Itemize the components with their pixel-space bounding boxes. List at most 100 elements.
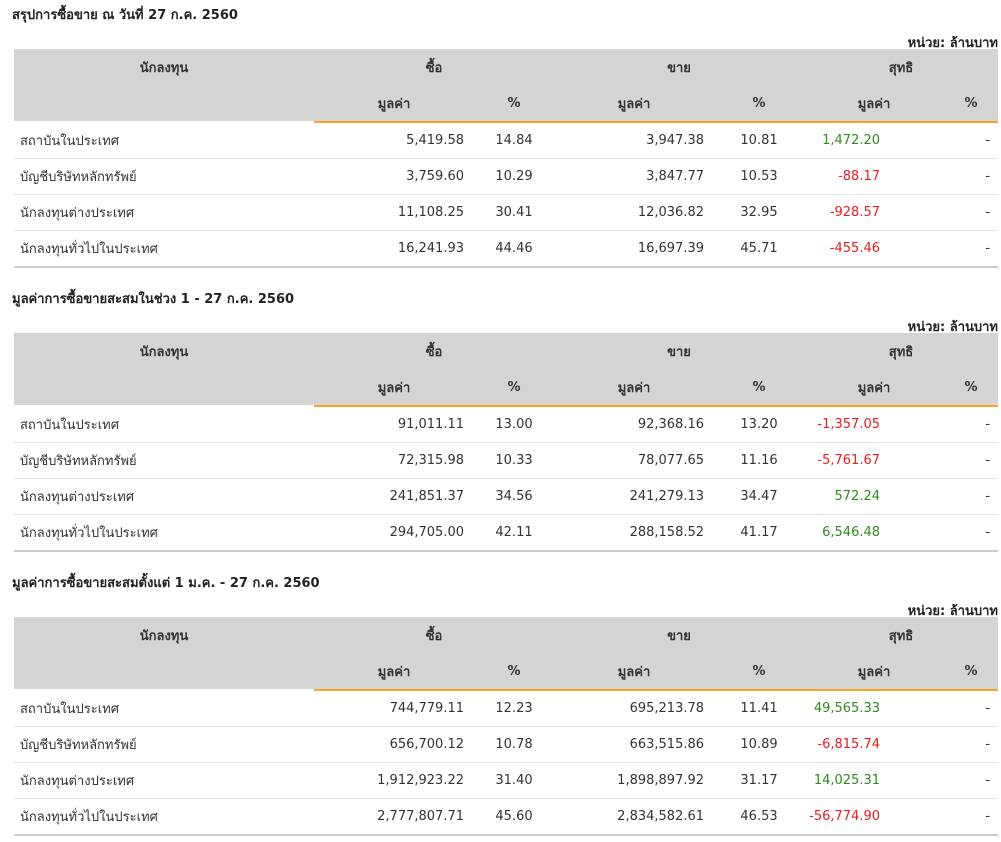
sell-pct: 32.95 [714, 194, 805, 231]
header-buy-pct: % [474, 85, 555, 123]
investor-name: นักลงทุนทั่วไปในประเทศ [14, 230, 314, 268]
net-value: 6,546.48 [804, 514, 945, 552]
table-row: สถาบันในประเทศ 91,011.11 13.00 92,368.16 13.… [14, 406, 999, 443]
header-blank [14, 85, 314, 123]
unit-label: หน่วย: ล้านบาท [907, 320, 998, 335]
header-net-value: มูลค่า [804, 85, 945, 123]
sell-pct: 10.53 [714, 158, 805, 195]
sell-value: 12,036.82 [554, 194, 715, 231]
header-sell: ขาย [554, 617, 805, 653]
sell-value: 3,947.38 [554, 122, 715, 159]
investor-name: บัญชีบริษัทหลักทรัพย์ [14, 158, 314, 195]
net-value: 49,565.33 [804, 690, 945, 727]
investor-name: นักลงทุนต่างประเทศ [14, 478, 314, 515]
buy-pct: 30.41 [474, 194, 555, 231]
sell-value: 695,213.78 [554, 690, 715, 727]
sell-pct: 10.81 [714, 122, 805, 159]
header-sell-value: มูลค่า [554, 653, 715, 691]
sell-value: 78,077.65 [554, 442, 715, 479]
net-value: -6,815.74 [804, 726, 945, 763]
header-sell-pct: % [714, 653, 805, 691]
section-3: มูลค่าการซื้อขายสะสมตั้งแต่ 1 ม.ค. - 27 … [12, 572, 999, 842]
buy-value: 3,759.60 [314, 158, 474, 195]
net-pct: - [944, 406, 999, 443]
sell-value: 2,834,582.61 [554, 798, 715, 836]
net-pct: - [944, 442, 999, 479]
section-title: มูลค่าการซื้อขายสะสมในช่วง 1 - 27 ก.ค. 2… [12, 292, 295, 307]
header-investor: นักลงทุน [14, 49, 314, 85]
buy-value: 16,241.93 [314, 230, 474, 268]
header-net-pct: % [944, 653, 999, 691]
net-pct: - [944, 122, 999, 159]
table-row: นักลงทุนต่างประเทศ 241,851.37 34.56 241,279… [14, 478, 999, 515]
investor-name: นักลงทุนทั่วไปในประเทศ [14, 798, 314, 836]
header-investor: นักลงทุน [14, 617, 314, 653]
sell-value: 1,898,897.92 [554, 762, 715, 799]
header-buy: ซื้อ [314, 333, 555, 369]
section-2: มูลค่าการซื้อขายสะสมในช่วง 1 - 27 ก.ค. 2… [12, 288, 999, 558]
header-net-pct: % [944, 369, 999, 407]
investor-name: นักลงทุนต่างประเทศ [14, 762, 314, 799]
net-value: 1,472.20 [804, 122, 945, 159]
header-net-value: มูลค่า [804, 369, 945, 407]
net-value: 572.24 [804, 478, 945, 515]
header-net-value: มูลค่า [804, 653, 945, 691]
sell-value: 16,697.39 [554, 230, 715, 268]
header-net: สุทธิ [804, 617, 999, 653]
buy-value: 5,419.58 [314, 122, 474, 159]
table-row: นักลงทุนทั่วไปในประเทศ 16,241.93 44.46 16,6… [14, 230, 999, 268]
unit-label: หน่วย: ล้านบาท [907, 604, 998, 619]
buy-value: 1,912,923.22 [314, 762, 474, 799]
net-pct: - [944, 762, 999, 799]
header-buy-value: มูลค่า [314, 369, 474, 407]
header-sell-value: มูลค่า [554, 369, 715, 407]
sell-pct: 11.41 [714, 690, 805, 727]
investor-name: นักลงทุนทั่วไปในประเทศ [14, 514, 314, 552]
buy-value: 72,315.98 [314, 442, 474, 479]
buy-pct: 10.29 [474, 158, 555, 195]
table-row: บัญชีบริษัทหลักทรัพย์ 656,700.12 10.78 663,… [14, 726, 999, 763]
net-pct: - [944, 690, 999, 727]
buy-pct: 45.60 [474, 798, 555, 836]
investor-name: บัญชีบริษัทหลักทรัพย์ [14, 442, 314, 479]
table-row: สถาบันในประเทศ 5,419.58 14.84 3,947.38 10.81… [14, 122, 999, 159]
investor-name: สถาบันในประเทศ [14, 690, 314, 727]
header-sell-value: มูลค่า [554, 85, 715, 123]
investor-name: นักลงทุนต่างประเทศ [14, 194, 314, 231]
sell-value: 241,279.13 [554, 478, 715, 515]
table-row: บัญชีบริษัทหลักทรัพย์ 3,759.60 10.29 3,847.… [14, 158, 999, 195]
sell-pct: 11.16 [714, 442, 805, 479]
header-buy: ซื้อ [314, 49, 555, 85]
header-sell-pct: % [714, 369, 805, 407]
table-row: นักลงทุนต่างประเทศ 11,108.25 30.41 12,036.8… [14, 194, 999, 231]
sell-value: 288,158.52 [554, 514, 715, 552]
net-pct: - [944, 230, 999, 268]
sell-pct: 34.47 [714, 478, 805, 515]
table-row: นักลงทุนต่างประเทศ 1,912,923.22 31.40 1,898… [14, 762, 999, 799]
buy-pct: 34.56 [474, 478, 555, 515]
table-row: นักลงทุนทั่วไปในประเทศ 2,777,807.71 45.60 2… [14, 798, 999, 836]
header-buy-value: มูลค่า [314, 85, 474, 123]
buy-pct: 42.11 [474, 514, 555, 552]
net-value: -455.46 [804, 230, 945, 268]
trading-table: นักลงทุน ซื้อ ขาย สุทธิ มูลค่า% มูลค่า% มูลค่า… [14, 49, 999, 268]
net-pct: - [944, 158, 999, 195]
buy-pct: 13.00 [474, 406, 555, 443]
investor-name: บัญชีบริษัทหลักทรัพย์ [14, 726, 314, 763]
unit-label: หน่วย: ล้านบาท [907, 36, 998, 51]
buy-value: 241,851.37 [314, 478, 474, 515]
investor-name: สถาบันในประเทศ [14, 122, 314, 159]
buy-value: 744,779.11 [314, 690, 474, 727]
buy-pct: 12.23 [474, 690, 555, 727]
net-pct: - [944, 194, 999, 231]
sell-pct: 46.53 [714, 798, 805, 836]
table-row: นักลงทุนทั่วไปในประเทศ 294,705.00 42.11 288… [14, 514, 999, 552]
buy-value: 11,108.25 [314, 194, 474, 231]
net-pct: - [944, 726, 999, 763]
buy-value: 91,011.11 [314, 406, 474, 443]
sell-pct: 45.71 [714, 230, 805, 268]
sell-pct: 13.20 [714, 406, 805, 443]
trading-table: นักลงทุน ซื้อ ขาย สุทธิ มูลค่า% มูลค่า% มูลค่า… [14, 617, 999, 836]
sell-pct: 41.17 [714, 514, 805, 552]
header-blank [14, 369, 314, 407]
